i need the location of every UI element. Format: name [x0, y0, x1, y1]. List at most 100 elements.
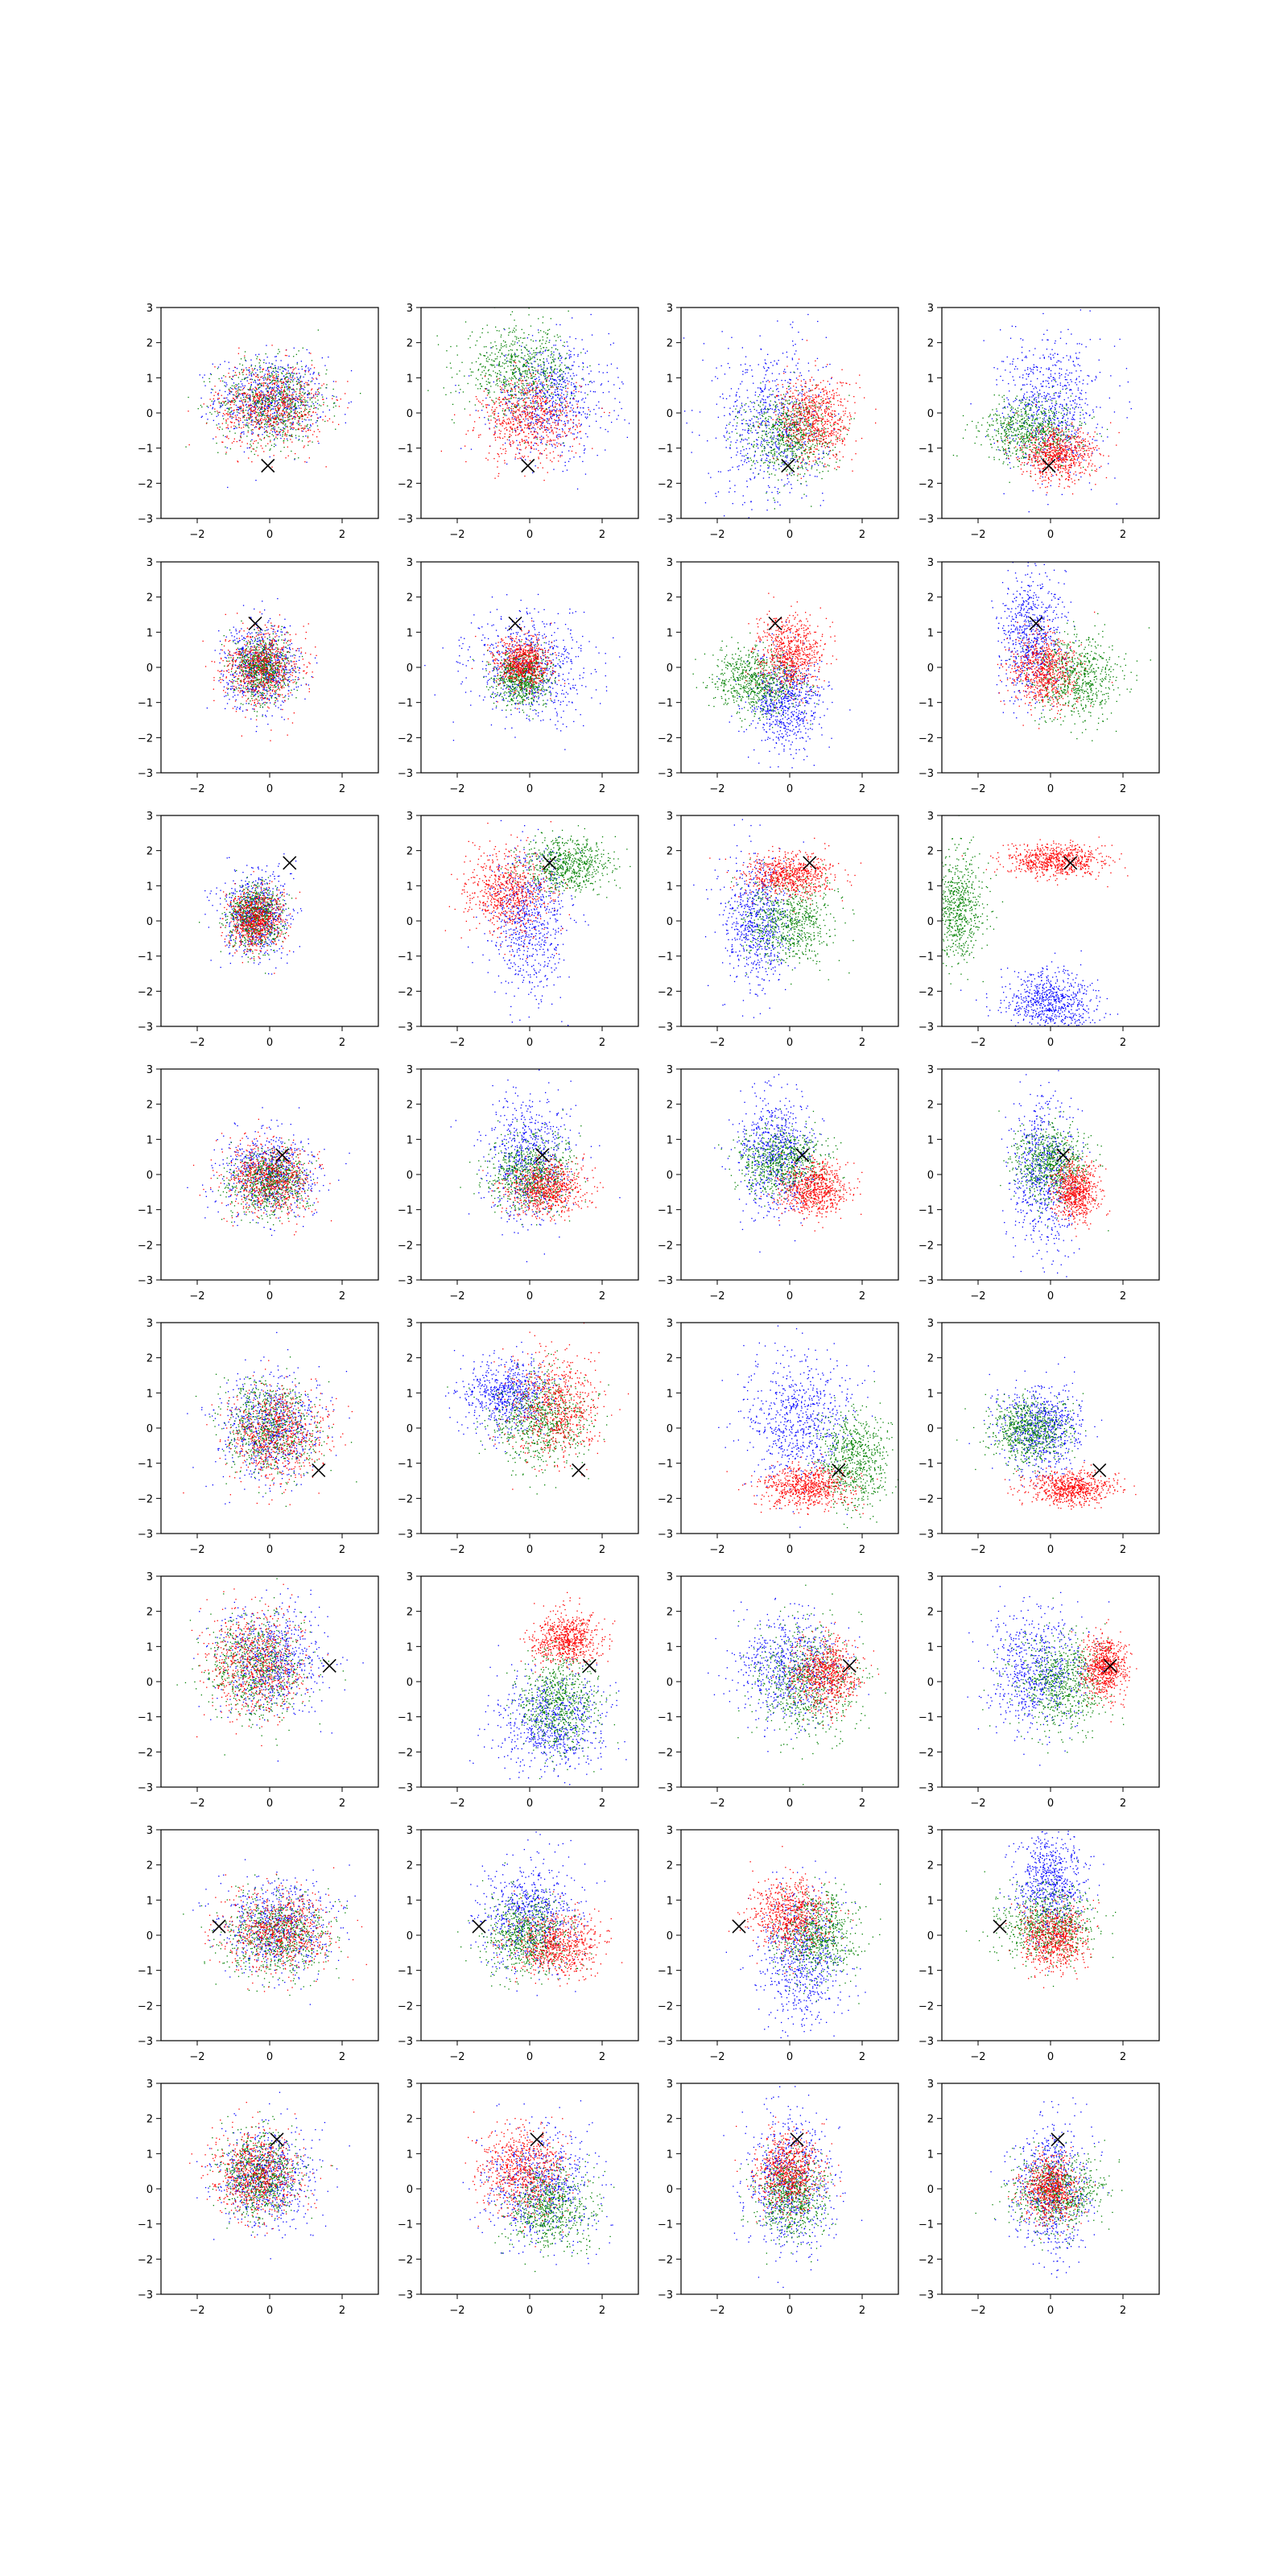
point [777, 424, 778, 425]
point [805, 441, 806, 442]
point [459, 392, 460, 393]
point [503, 399, 504, 400]
point [277, 386, 278, 387]
point [473, 427, 474, 428]
point [755, 392, 756, 393]
point [244, 399, 245, 400]
point [279, 407, 280, 408]
point [756, 460, 757, 461]
point [543, 347, 544, 348]
point [546, 347, 547, 348]
point [508, 423, 509, 424]
point [286, 349, 287, 350]
point [587, 394, 588, 395]
point [617, 377, 618, 378]
point [573, 426, 574, 427]
point [283, 447, 284, 448]
point [233, 426, 234, 427]
point [746, 448, 747, 449]
point [540, 442, 541, 443]
point [261, 398, 262, 399]
point [309, 392, 310, 393]
point [234, 439, 235, 440]
point [270, 382, 271, 383]
point [250, 408, 251, 409]
point [754, 463, 755, 464]
point [289, 435, 290, 436]
point [547, 350, 548, 351]
point [269, 371, 270, 372]
point [286, 407, 287, 408]
point [816, 439, 817, 440]
point [808, 458, 809, 459]
point [274, 446, 275, 447]
point [538, 422, 539, 423]
point [529, 360, 530, 361]
point [803, 379, 804, 380]
point [271, 372, 272, 373]
y-tick-label: 1 [407, 373, 413, 385]
point [738, 465, 739, 466]
point [305, 366, 306, 367]
point [513, 414, 514, 415]
point [244, 393, 245, 394]
point [259, 396, 260, 397]
point [748, 457, 749, 458]
point [292, 366, 293, 367]
point [260, 403, 261, 404]
point [273, 398, 274, 399]
point [258, 412, 259, 413]
point [720, 472, 721, 473]
point [601, 408, 602, 409]
point [817, 458, 818, 459]
point [238, 377, 239, 378]
point [327, 406, 328, 407]
point [265, 426, 266, 427]
point [533, 417, 534, 418]
point [524, 476, 525, 477]
point [489, 382, 490, 383]
point [501, 391, 502, 392]
point [761, 392, 762, 393]
point [273, 418, 274, 419]
point [523, 440, 524, 441]
point [253, 448, 254, 449]
point [241, 381, 242, 382]
point [488, 378, 489, 379]
point [499, 436, 500, 437]
point [272, 413, 273, 414]
point [742, 371, 743, 372]
point [499, 402, 500, 403]
point [531, 354, 532, 355]
point [564, 398, 565, 399]
point [809, 388, 810, 389]
point [736, 455, 737, 456]
point [271, 467, 272, 468]
point [545, 371, 546, 372]
point [218, 394, 219, 395]
point [523, 332, 524, 333]
x-tick-label: 0 [526, 529, 533, 541]
point [552, 396, 553, 397]
point [300, 425, 301, 426]
point [573, 419, 574, 420]
point [535, 379, 536, 380]
point [523, 407, 524, 408]
point [304, 383, 305, 384]
point [759, 394, 760, 395]
point [522, 383, 523, 384]
point [297, 383, 298, 384]
point [499, 378, 500, 379]
point [518, 386, 519, 387]
point [529, 405, 530, 406]
point [736, 395, 737, 396]
point [622, 383, 623, 384]
point [250, 415, 251, 416]
point [519, 373, 520, 374]
point [268, 388, 269, 389]
point [754, 416, 755, 417]
point [286, 369, 287, 370]
point [267, 404, 268, 405]
point [538, 318, 539, 319]
point [595, 391, 596, 392]
